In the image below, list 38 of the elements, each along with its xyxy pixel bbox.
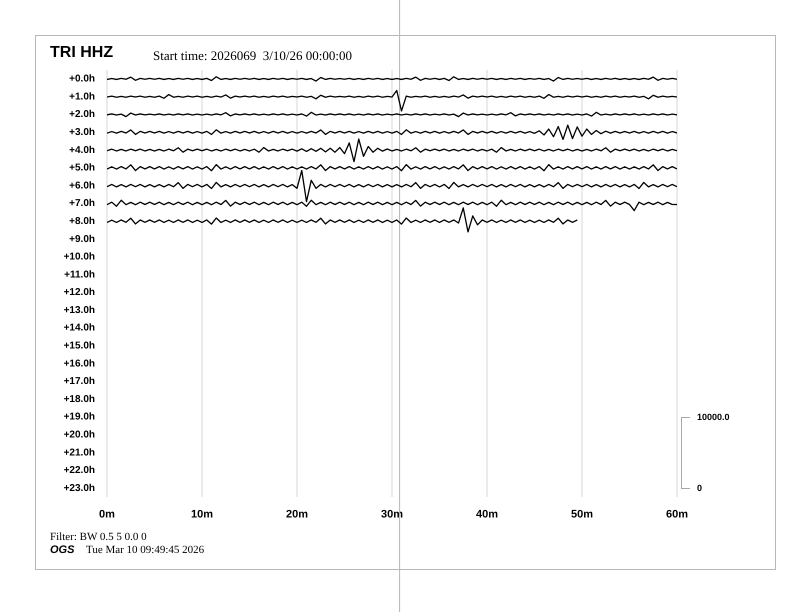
y-tick-label: +21.0h (64, 447, 95, 458)
y-tick-label: +12.0h (64, 287, 95, 298)
y-tick-label: +20.0h (64, 429, 95, 440)
y-tick-label: +0.0h (69, 74, 95, 85)
x-tick-label: 0m (99, 508, 116, 521)
x-tick-label: 60m (666, 508, 688, 521)
text: OGS (50, 544, 74, 556)
y-tick-label: +5.0h (69, 162, 95, 174)
y-tick-label: +23.0h (64, 482, 95, 494)
x-tick-label: 30m (380, 508, 404, 521)
text: 0 (697, 483, 702, 493)
y-tick-label: +7.0h (69, 198, 95, 210)
y-tick-label: +14.0h (64, 322, 95, 334)
chart-subtitle: Start time: 2026069 3/10/26 00:00:00 (153, 48, 352, 64)
y-tick-label: +11.0h (64, 269, 95, 280)
y-tick-label: +10.0h (64, 252, 95, 263)
x-tick-label: 10m (190, 508, 214, 521)
y-tick-label: +6.0h (69, 180, 95, 192)
y-tick-label: +9.0h (69, 234, 95, 245)
text: Filter: BW 0.5 5 0.0 0 (50, 531, 147, 543)
y-tick-label: +4.0h (69, 144, 95, 156)
y-tick-label: +8.0h (69, 216, 95, 227)
x-tick-label: 20m (286, 508, 308, 521)
y-tick-label: +15.0h (64, 340, 95, 352)
y-tick-label: +16.0h (64, 358, 95, 370)
y-tick-label: +18.0h (64, 394, 95, 405)
x-tick-label: 40m (476, 508, 498, 521)
text: Tue Mar 10 09:49:45 2026 (86, 544, 204, 556)
y-tick-label: +22.0h (64, 465, 95, 476)
y-tick-label: +3.0h (69, 127, 95, 138)
y-tick-label: +17.0h (64, 376, 95, 388)
x-tick-label: 50m (570, 508, 594, 521)
y-tick-label: +19.0h (64, 412, 95, 423)
chart-title: TRI HHZ (50, 44, 114, 62)
text: 10000.0 (697, 412, 730, 422)
y-tick-label: +13.0h (64, 304, 95, 316)
y-tick-label: +1.0h (69, 91, 95, 102)
y-tick-label: +2.0h (69, 109, 95, 120)
